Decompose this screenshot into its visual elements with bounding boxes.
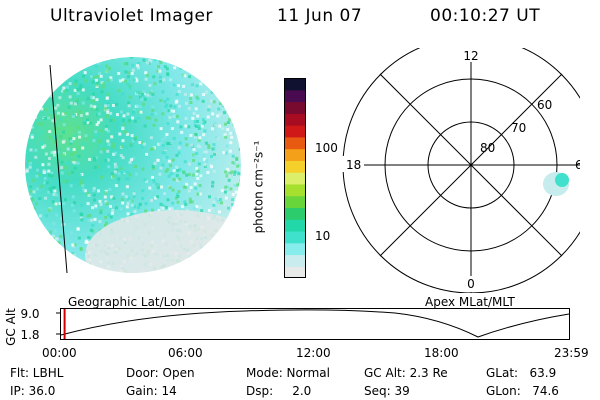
geo-panel-label: Geographic Lat/Lon — [68, 295, 186, 309]
altitude-curve — [60, 309, 570, 338]
lat-label-70: 70 — [511, 121, 526, 135]
instrument-title: Ultraviolet Imager — [50, 6, 213, 26]
timeline-frame — [60, 308, 570, 340]
mlt-label-0: 0 — [467, 277, 475, 291]
colorbar — [284, 78, 306, 278]
polar-label-bg-left — [342, 156, 364, 172]
colorbar-tick-100: 100 — [315, 141, 338, 155]
colorbar-segment — [284, 113, 306, 126]
status-glon: GLon: 74.6 — [486, 384, 559, 398]
colorbar-segment — [284, 89, 306, 103]
polar-plot: 12 18 6 0 60 70 80 — [342, 48, 580, 293]
colorbar-segment — [284, 219, 306, 232]
colorbar-segment — [284, 242, 306, 256]
colorbar-segment — [284, 125, 306, 138]
status-glat: GLat: 63.9 — [486, 366, 557, 380]
colorbar-segment — [284, 207, 306, 220]
date-label: 11 Jun 07 — [277, 6, 363, 26]
lat-label-80: 80 — [480, 141, 495, 155]
polar-panel-label: Apex MLat/MLT — [425, 295, 515, 309]
mlt-label-6: 6 — [575, 158, 580, 172]
polar-emission-patch — [543, 172, 569, 196]
polar-circle-60 — [342, 48, 580, 293]
uv-image-disk — [25, 57, 241, 274]
colorbar-segment — [284, 230, 306, 244]
polar-label-bg-top — [458, 48, 484, 62]
timeline-xtick-1800: 18:00 — [424, 346, 459, 360]
status-flt: Flt: LBHL — [10, 366, 64, 380]
colorbar-segment — [284, 101, 306, 114]
status-ip: IP: 36.0 — [10, 384, 56, 398]
status-seq: Seq: 39 — [364, 384, 410, 398]
polar-line-diag2 — [379, 73, 563, 257]
colorbar-segment — [284, 195, 306, 209]
timeline-xtick-2359: 23:59 — [554, 346, 589, 360]
colorbar-tick-10: 10 — [315, 229, 331, 243]
colorbar-unit-label: photon cm⁻²s⁻¹ — [251, 140, 266, 234]
mlt-label-12: 12 — [463, 49, 478, 63]
colorbar-segment — [284, 136, 306, 150]
timeline-ylabel-1: 1.8 — [20, 328, 39, 342]
polar-label-bg-bottom — [464, 276, 478, 292]
colorbar-segment — [284, 148, 306, 161]
orbit-timeline: 9.0 1.8 GC Alt — [4, 307, 570, 346]
colorbar-segment — [284, 254, 306, 267]
colorbar-segment — [284, 266, 306, 278]
colorbar-segment — [284, 160, 306, 173]
status-gcalt: GC Alt: 2.3 Re — [364, 366, 448, 380]
timeline-xtick-0000: 00:00 — [42, 346, 77, 360]
timeline-xtick-0600: 06:00 — [168, 346, 203, 360]
status-mode: Mode: Normal — [246, 366, 330, 380]
terminator-line — [49, 64, 68, 274]
colorbar-frame — [284, 78, 306, 278]
lat-label-60: 60 — [537, 98, 552, 112]
colorbar-segment — [284, 78, 306, 91]
status-gain: Gain: 14 — [126, 384, 177, 398]
mlt-label-18: 18 — [346, 158, 361, 172]
status-dsp: Dsp: 2.0 — [246, 384, 312, 398]
colorbar-segment — [284, 183, 306, 197]
timeline-xtick-1200: 12:00 — [296, 346, 331, 360]
colorbar-segment — [284, 172, 306, 185]
status-door: Door: Open — [126, 366, 195, 380]
time-label: 00:10:27 UT — [430, 6, 541, 26]
timeline-axis-title: GC Alt — [4, 308, 18, 346]
timeline-ylabel-9: 9.0 — [20, 307, 39, 321]
